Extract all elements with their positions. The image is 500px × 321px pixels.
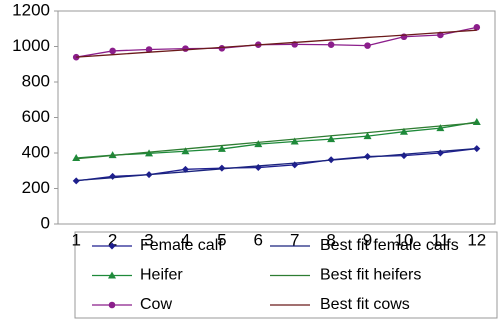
x-tick-label: 4: [181, 230, 190, 249]
y-tick-label: 600: [22, 107, 50, 126]
point: [472, 117, 481, 125]
point: [364, 153, 372, 161]
legend-label: Best fit heifers: [320, 267, 421, 284]
point: [400, 152, 408, 160]
y-tick-label: 800: [22, 71, 50, 90]
point: [145, 46, 153, 53]
x-tick-label: 10: [394, 230, 413, 249]
point: [218, 44, 226, 52]
point: [436, 124, 445, 132]
point: [109, 172, 117, 180]
point: [145, 149, 154, 157]
point: [182, 45, 189, 52]
series-line: [76, 26, 477, 58]
point: [327, 135, 336, 143]
point: [327, 41, 335, 49]
point: [181, 147, 190, 155]
x-tick-label: 2: [108, 230, 117, 249]
y-tick-label: 1000: [12, 36, 50, 55]
y-tick-label: 400: [22, 142, 50, 161]
point: [290, 137, 299, 145]
point: [72, 153, 81, 161]
x-tick-label: 8: [326, 230, 335, 249]
x-tick-label: 1: [71, 230, 80, 249]
legend-label: Heifer: [140, 267, 183, 284]
legend-marker: [108, 242, 116, 250]
series-line: [76, 122, 477, 160]
point: [218, 164, 226, 172]
x-tick-label: 7: [290, 230, 299, 249]
point: [473, 24, 481, 31]
x-tick-label: 12: [467, 230, 486, 249]
legend-label: Female calf: [140, 237, 223, 254]
x-tick-label: 9: [363, 230, 372, 249]
x-tick-label: 11: [432, 230, 450, 249]
x-tick-label: 6: [254, 230, 263, 249]
series-line: [76, 121, 477, 159]
point: [108, 151, 117, 159]
plot-area: [57, 10, 496, 225]
y-tick-label: 200: [22, 178, 50, 197]
series-line: [76, 29, 477, 58]
point: [363, 132, 372, 140]
point: [72, 177, 80, 185]
legend-label: Cow: [140, 296, 172, 313]
point: [399, 127, 408, 135]
point: [72, 53, 80, 61]
legend-marker: [108, 301, 116, 309]
legend: [74, 231, 498, 319]
legend-marker: [108, 271, 116, 279]
legend-label: Best fit female calfs: [320, 237, 459, 254]
point: [254, 140, 263, 148]
x-tick-label: 3: [144, 230, 153, 249]
series-line: [76, 147, 477, 182]
point: [217, 144, 226, 152]
legend-label: Best fit cows: [320, 296, 410, 313]
y-tick-label: 1200: [12, 0, 50, 19]
point: [254, 164, 262, 172]
point: [436, 149, 444, 157]
point: [109, 47, 116, 55]
point: [364, 42, 371, 49]
y-tick-label: 0: [41, 213, 50, 232]
x-tick-label: 5: [217, 230, 226, 249]
